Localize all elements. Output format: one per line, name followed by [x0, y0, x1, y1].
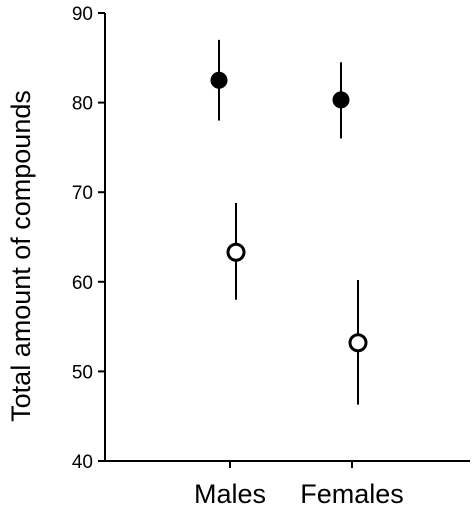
data-point-open [348, 333, 368, 353]
y-tick-label: 70 [72, 183, 93, 204]
y-tick-label: 50 [72, 362, 93, 383]
y-ticks: 40 50 60 70 80 90 [72, 4, 105, 473]
y-tick-label: 60 [72, 273, 93, 294]
data-point-filled [332, 91, 350, 109]
data-marks [210, 39, 368, 405]
axes [104, 13, 470, 462]
y-tick-label: 90 [72, 4, 93, 25]
y-axis-label: Total amount of compounds [6, 90, 36, 422]
data-point-filled [210, 71, 228, 89]
y-tick-label: 40 [72, 452, 93, 473]
data-point-open [226, 242, 246, 262]
x-tick-label-males: Males [194, 479, 266, 509]
x-tick-label-females: Females [300, 479, 404, 509]
y-tick-label: 80 [72, 94, 93, 115]
x-ticks: Males Females [194, 461, 404, 509]
